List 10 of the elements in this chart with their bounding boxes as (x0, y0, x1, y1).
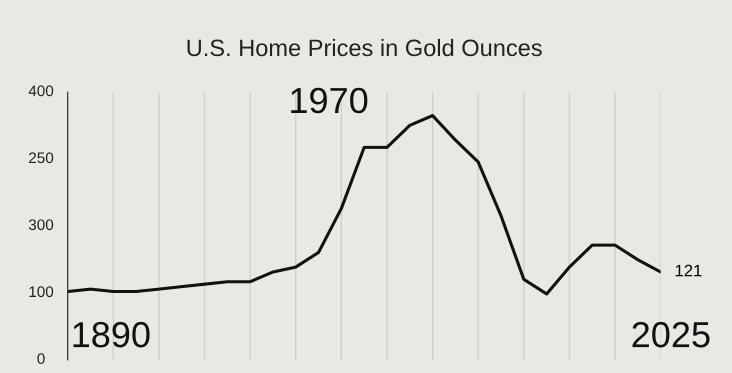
text: 400 (28, 85, 54, 96)
annotation: 2025 (632, 322, 710, 348)
text: 300 (28, 219, 54, 230)
text: 121 (676, 264, 702, 276)
chart-title: U.S. Home Prices in Gold Ounces (188, 38, 542, 56)
text: 1970 (291, 88, 368, 114)
text: 0 (37, 353, 45, 364)
text: 250 (29, 152, 54, 164)
annotation: 1890 (73, 322, 150, 348)
text: 100 (29, 286, 54, 298)
